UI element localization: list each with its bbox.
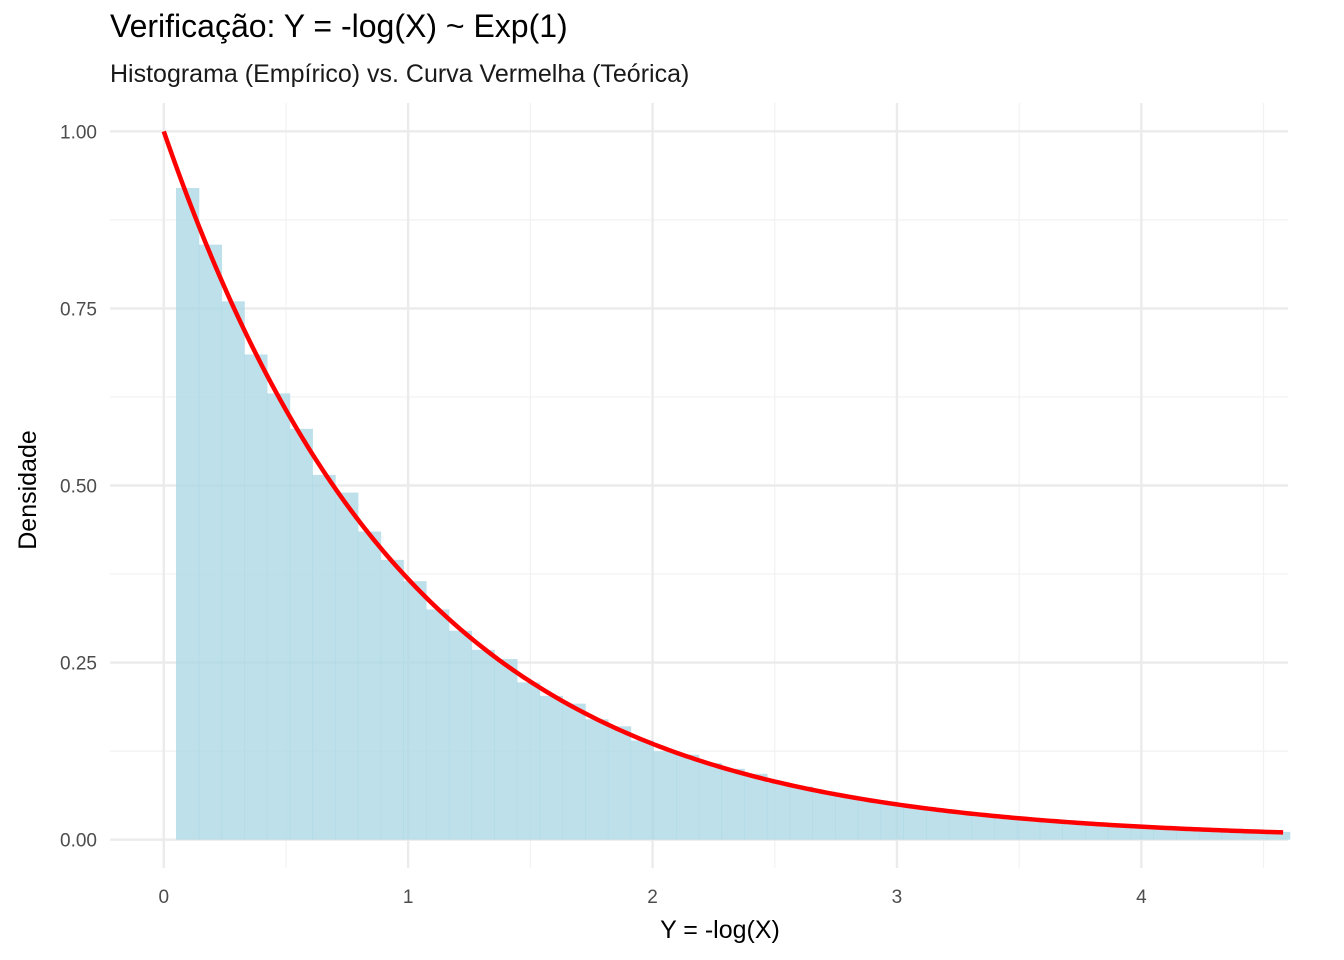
histogram-bar [994,817,1018,840]
histogram-bar [812,791,836,840]
histogram-bar [698,763,723,840]
density-curve-layer [161,130,1284,835]
histogram-bar [266,393,291,840]
histogram-bar [1107,824,1132,840]
histogram-bar [380,559,404,840]
histogram-bar [653,751,677,840]
x-tick-label: 1 [403,887,414,908]
histogram-bar [971,814,995,840]
histogram-bar [335,492,359,840]
histogram-bar [1016,818,1041,840]
histogram-bar [471,649,495,840]
x-tick-label: 0 [158,887,169,908]
y-axis-title: Densidade [14,430,42,550]
histogram-bar [312,474,336,840]
chart-subtitle: Histograma (Empírico) vs. Curva Vermelha… [110,60,690,88]
histogram-bar [1039,820,1064,840]
y-tick-label: 0.00 [60,831,97,852]
histogram-bar [244,354,268,840]
histogram-bar [426,609,450,840]
histogram-bar [448,630,473,840]
histogram-bar [198,244,223,840]
x-axis-title: Y = -log(X) [660,916,780,944]
histogram-bar [403,581,427,840]
histogram-bar [676,754,700,840]
histogram-bar [744,773,768,840]
histogram-bar [289,428,313,840]
histogram-bar [1062,821,1086,840]
histogram-bar [926,809,950,840]
y-tick-label: 0.50 [60,477,97,498]
y-tick-label: 0.25 [60,654,97,675]
density-curve-line [161,130,1284,835]
histogram-bar [1176,828,1200,840]
x-tick-label: 4 [1136,887,1147,908]
histogram-bar [948,811,973,840]
histogram-bar [1130,826,1154,840]
histogram-bar [175,188,200,840]
histogram-bar [1266,831,1291,840]
y-axis-ticks: 0.00 0.25 0.50 0.75 1.00 [60,122,97,851]
histogram-bar [221,301,245,840]
histogram-bar [494,659,518,840]
chart-title: Verificação: Y = -log(X) ~ Exp(1) [110,8,568,44]
x-tick-label: 2 [647,887,658,908]
histogram-bar [607,726,632,840]
histogram-bar [585,719,609,840]
histogram-bar [721,768,745,840]
histogram-bars [175,188,1291,840]
histogram-bar [1221,830,1245,840]
histogram-bar [880,804,904,840]
histogram-bar [903,807,927,840]
histogram-bar [857,800,882,840]
histogram-bar [1198,829,1223,840]
x-axis-ticks: 0 1 2 3 4 [158,887,1147,908]
histogram-bar [766,783,791,840]
y-tick-label: 1.00 [60,122,97,143]
histogram-bar [789,786,814,840]
histogram-bar [539,695,563,840]
histogram-bar [630,740,654,840]
histogram-bar [357,531,382,840]
histogram-bar [1085,824,1109,840]
y-tick-label: 0.75 [60,299,97,320]
histogram-bar [562,703,586,840]
histogram-bar [1244,830,1268,840]
x-tick-label: 3 [892,887,903,908]
histogram-bar [516,682,541,840]
histogram-bar [835,795,859,840]
